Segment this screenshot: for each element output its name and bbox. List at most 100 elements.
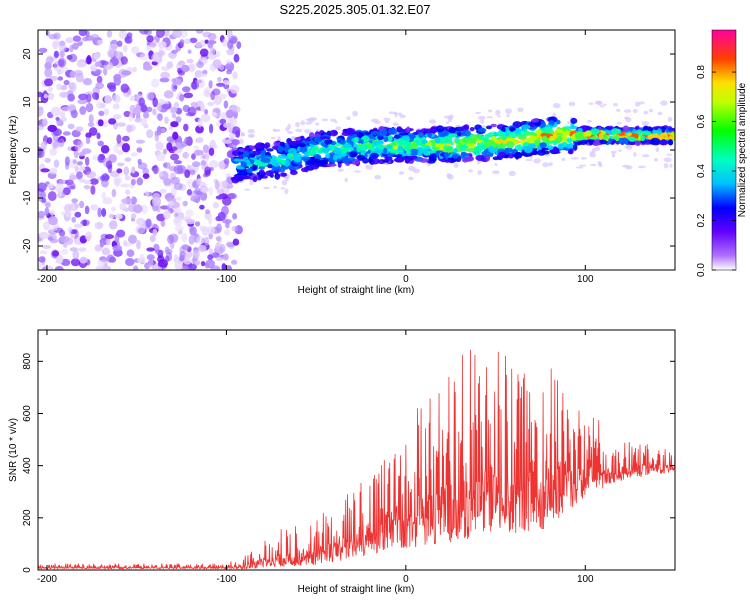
noise-blob — [207, 32, 217, 41]
noise-blob — [117, 162, 125, 167]
noise-blob — [72, 42, 79, 50]
noise-blob — [145, 190, 150, 197]
signal-blob — [418, 132, 424, 138]
noise-blob — [187, 263, 198, 270]
noise-blob — [221, 205, 229, 216]
noise-blob — [211, 252, 220, 258]
noise-blob — [117, 40, 123, 47]
faint-blob — [248, 134, 254, 138]
noise-blob — [90, 33, 99, 39]
noise-blob — [200, 160, 207, 166]
noise-blob — [232, 71, 238, 80]
faint-blob — [497, 115, 501, 118]
noise-blob — [97, 259, 106, 267]
noise-blob — [214, 180, 220, 190]
faint-blob — [412, 168, 420, 174]
noise-blob — [196, 136, 204, 144]
noise-blob — [59, 91, 69, 98]
noise-blob — [218, 160, 226, 170]
noise-blob — [83, 77, 93, 86]
y-tick-label: -10 — [22, 190, 33, 205]
noise-blob — [179, 94, 185, 102]
noise-blob — [155, 141, 164, 151]
noise-blob — [173, 182, 183, 191]
noise-blob — [108, 84, 117, 92]
signal-blob — [240, 161, 248, 168]
noise-blob — [199, 204, 205, 210]
y-tick-label: 10 — [22, 96, 33, 108]
noise-blob — [188, 235, 195, 245]
signal-blob — [340, 156, 349, 160]
signal-blob — [265, 170, 274, 177]
noise-blob — [97, 119, 104, 127]
noise-blob — [226, 150, 234, 158]
noise-blob — [109, 43, 118, 50]
snr-line — [38, 349, 675, 570]
faint-blob — [657, 111, 663, 116]
noise-blob — [206, 226, 216, 235]
faint-blob — [617, 149, 622, 152]
noise-blob — [204, 109, 209, 115]
signal-blob — [496, 131, 506, 137]
noise-blob — [79, 151, 86, 156]
signal-blob — [421, 139, 428, 144]
noise-blob — [124, 175, 131, 181]
noise-blob — [163, 210, 171, 220]
signal-blob — [539, 142, 547, 149]
signal-blob — [518, 132, 525, 137]
noise-blob — [112, 93, 121, 104]
signal-blob — [356, 146, 362, 153]
noise-blob — [231, 225, 239, 232]
noise-blob — [115, 213, 123, 220]
signal-blob — [309, 132, 315, 139]
noise-blob — [152, 196, 162, 207]
faint-blob — [353, 170, 362, 173]
noise-blob — [113, 176, 123, 184]
x-tick-label: -100 — [216, 574, 236, 585]
faint-blob — [603, 103, 607, 106]
noise-blob — [195, 125, 204, 134]
faint-blob — [594, 100, 602, 105]
noise-blob — [97, 207, 102, 218]
noise-blob — [198, 73, 208, 78]
noise-blob — [200, 191, 208, 202]
noise-blob — [131, 166, 136, 174]
noise-blob — [125, 189, 131, 195]
signal-blob — [289, 170, 298, 176]
noise-blob — [106, 237, 111, 246]
signal-blob — [266, 148, 274, 152]
noise-blob — [181, 265, 190, 270]
signal-blob — [667, 139, 673, 146]
signal-blob — [520, 124, 531, 130]
signal-blob — [360, 150, 366, 154]
noise-blob — [64, 210, 72, 218]
snr-x-ticks: -200 -100 0 100 — [37, 330, 594, 585]
signal-blob — [478, 136, 484, 141]
noise-blob — [152, 228, 158, 237]
faint-blob — [337, 168, 344, 172]
noise-blob — [143, 111, 150, 119]
faint-blob — [398, 171, 404, 175]
faint-blob — [580, 157, 587, 160]
noise-blob — [69, 44, 74, 53]
signal-blob — [507, 153, 514, 159]
noise-blob — [77, 247, 87, 252]
noise-blob — [38, 210, 45, 219]
noise-blob — [185, 219, 195, 225]
faint-blob — [344, 177, 348, 183]
noise-blob — [156, 125, 162, 136]
noise-blob — [142, 64, 153, 71]
signal-blob — [628, 127, 634, 132]
faint-blob — [568, 101, 576, 107]
faint-blob — [383, 117, 391, 122]
faint-blob — [352, 110, 358, 117]
signal-blob — [531, 118, 539, 123]
signal-blob — [323, 143, 329, 148]
noise-blob — [67, 182, 76, 188]
noise-blob — [183, 92, 194, 99]
noise-blob — [175, 78, 182, 86]
signal-blob — [275, 174, 281, 177]
noise-blob — [173, 165, 184, 175]
noise-blob — [128, 234, 137, 244]
noise-blob — [189, 37, 198, 43]
